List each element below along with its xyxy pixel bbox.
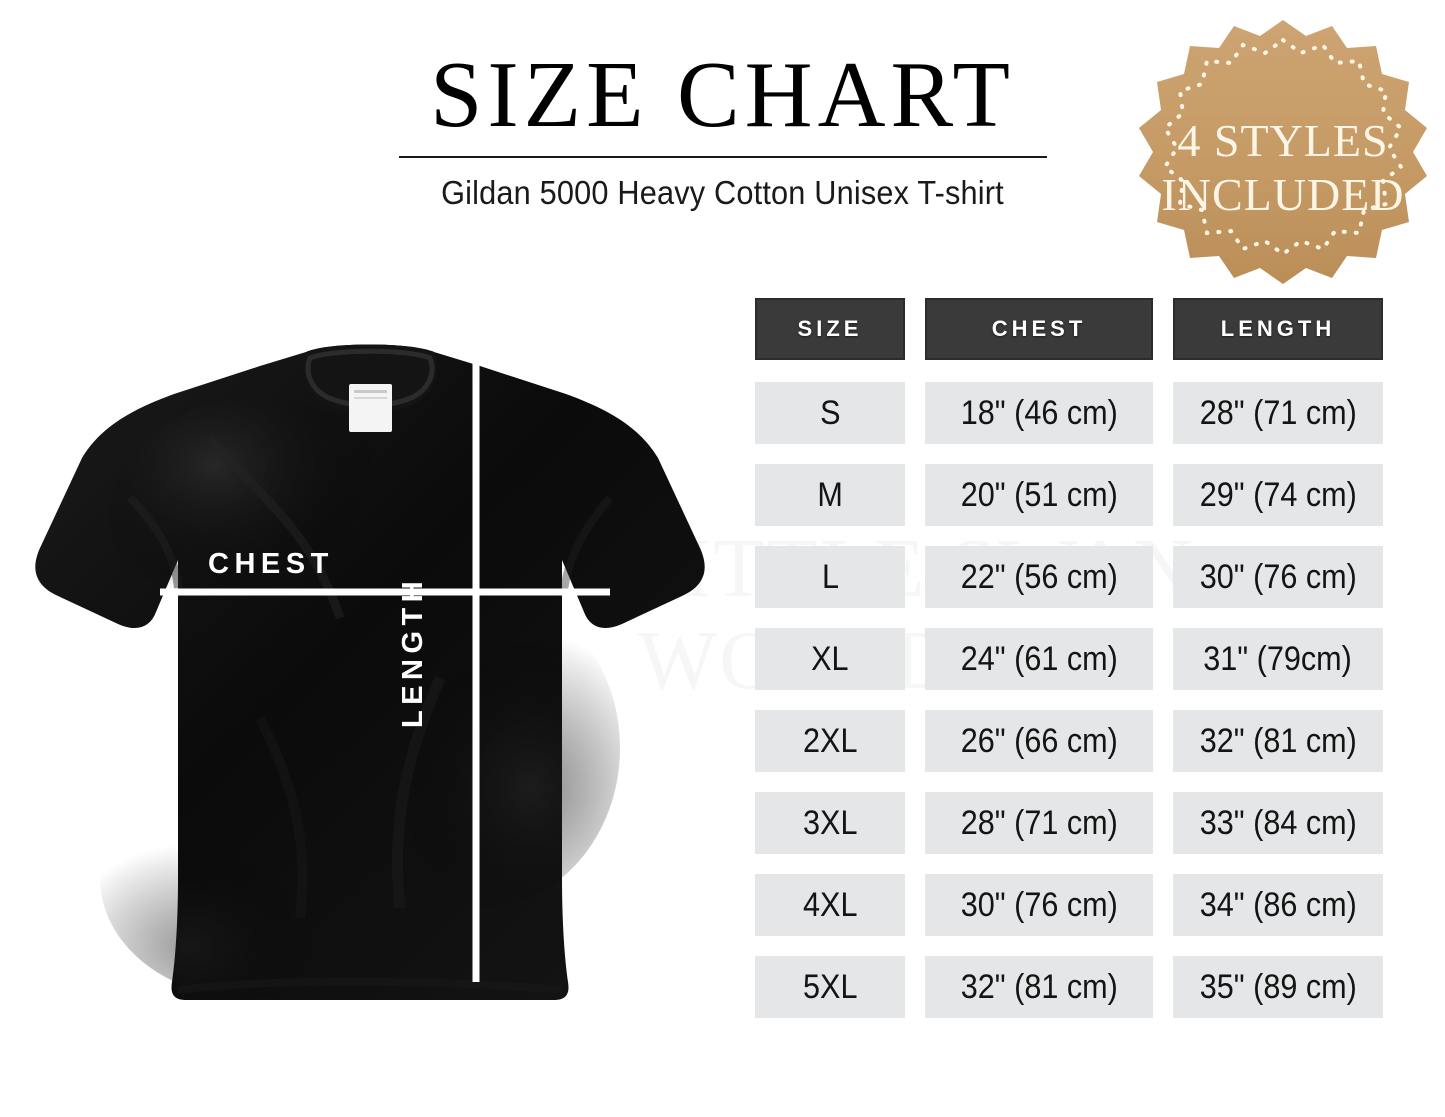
table-row: 2XL 26" (66 cm) 32" (81 cm) xyxy=(755,710,1383,772)
cell-chest-text: 32" (81 cm) xyxy=(960,967,1118,1006)
cell-length-text: 35" (89 cm) xyxy=(1199,967,1357,1006)
table-header-row: SIZE CHEST LENGTH xyxy=(755,298,1383,360)
cell-size: 3XL xyxy=(755,792,905,854)
cell-length-text: 33" (84 cm) xyxy=(1199,803,1357,842)
cell-size: M xyxy=(755,464,905,526)
cell-size-text: M xyxy=(817,475,843,514)
cell-length: 28" (71 cm) xyxy=(1173,382,1383,444)
cell-chest-text: 26" (66 cm) xyxy=(960,721,1118,760)
cell-length: 35" (89 cm) xyxy=(1173,956,1383,1018)
column-header-size: SIZE xyxy=(755,298,905,360)
cell-size: L xyxy=(755,546,905,608)
cell-chest: 18" (46 cm) xyxy=(925,382,1153,444)
page-title: SIZE CHART xyxy=(430,43,1015,147)
cell-chest: 32" (81 cm) xyxy=(925,956,1153,1018)
cell-chest: 28" (71 cm) xyxy=(925,792,1153,854)
cell-chest: 20" (51 cm) xyxy=(925,464,1153,526)
table-row: M 20" (51 cm) 29" (74 cm) xyxy=(755,464,1383,526)
cell-length: 30" (76 cm) xyxy=(1173,546,1383,608)
cell-length: 29" (74 cm) xyxy=(1173,464,1383,526)
cell-chest-text: 18" (46 cm) xyxy=(960,393,1118,432)
length-label: LENGTH xyxy=(397,575,429,728)
table-row: S 18" (46 cm) 28" (71 cm) xyxy=(755,382,1383,444)
cell-size-text: 5XL xyxy=(802,967,858,1006)
cell-length-text: 28" (71 cm) xyxy=(1199,393,1357,432)
shirt-body xyxy=(35,344,705,1000)
cell-length-text: 31" (79cm) xyxy=(1203,639,1353,678)
table-row: XL 24" (61 cm) 31" (79cm) xyxy=(755,628,1383,690)
badge-seal-shape xyxy=(1139,20,1427,284)
table-row: L 22" (56 cm) 30" (76 cm) xyxy=(755,546,1383,608)
cell-size-text: XL xyxy=(811,639,849,678)
cell-size-text: 2XL xyxy=(802,721,858,760)
badge-line-1: 4 STYLES xyxy=(1177,115,1388,166)
cell-size: 4XL xyxy=(755,874,905,936)
cell-chest-text: 28" (71 cm) xyxy=(960,803,1118,842)
cell-chest: 30" (76 cm) xyxy=(925,874,1153,936)
cell-length: 32" (81 cm) xyxy=(1173,710,1383,772)
cell-length-text: 32" (81 cm) xyxy=(1199,721,1357,760)
cell-length-text: 34" (86 cm) xyxy=(1199,885,1357,924)
badge-line-2: INCLUDED xyxy=(1161,169,1404,220)
cell-chest-text: 20" (51 cm) xyxy=(960,475,1118,514)
cell-chest-text: 22" (56 cm) xyxy=(960,557,1118,596)
table-row: 4XL 30" (76 cm) 34" (86 cm) xyxy=(755,874,1383,936)
chest-label: CHEST xyxy=(208,548,334,580)
cell-size: XL xyxy=(755,628,905,690)
cell-chest: 24" (61 cm) xyxy=(925,628,1153,690)
cell-length: 31" (79cm) xyxy=(1173,628,1383,690)
table-row: 5XL 32" (81 cm) 35" (89 cm) xyxy=(755,956,1383,1018)
cell-chest: 26" (66 cm) xyxy=(925,710,1153,772)
styles-included-badge: 4 STYLES INCLUDED xyxy=(1133,14,1433,296)
page-header: SIZE CHART Gildan 5000 Heavy Cotton Unis… xyxy=(0,0,1445,212)
page-subtitle: Gildan 5000 Heavy Cotton Unisex T-shirt xyxy=(441,174,1004,211)
cell-size: S xyxy=(755,382,905,444)
cell-size-text: S xyxy=(819,393,841,432)
measurement-lines xyxy=(160,346,610,982)
neck-label xyxy=(349,384,392,432)
cell-length: 33" (84 cm) xyxy=(1173,792,1383,854)
title-divider xyxy=(398,156,1047,158)
cell-chest-text: 30" (76 cm) xyxy=(960,885,1118,924)
cell-length-text: 29" (74 cm) xyxy=(1199,475,1357,514)
cell-size-text: 3XL xyxy=(802,803,858,842)
cell-size: 2XL xyxy=(755,710,905,772)
cell-size: 5XL xyxy=(755,956,905,1018)
table-row: 3XL 28" (71 cm) 33" (84 cm) xyxy=(755,792,1383,854)
cell-length: 34" (86 cm) xyxy=(1173,874,1383,936)
column-header-length: LENGTH xyxy=(1173,298,1383,360)
size-table: SIZE CHEST LENGTH S 18" (46 cm) 28" (71 … xyxy=(755,298,1383,1038)
cell-size-text: L xyxy=(821,557,839,596)
column-header-chest: CHEST xyxy=(925,298,1153,360)
cell-chest: 22" (56 cm) xyxy=(925,546,1153,608)
cell-length-text: 30" (76 cm) xyxy=(1199,557,1357,596)
cell-size-text: 4XL xyxy=(802,885,858,924)
tshirt-illustration xyxy=(10,318,730,1038)
cell-chest-text: 24" (61 cm) xyxy=(960,639,1118,678)
